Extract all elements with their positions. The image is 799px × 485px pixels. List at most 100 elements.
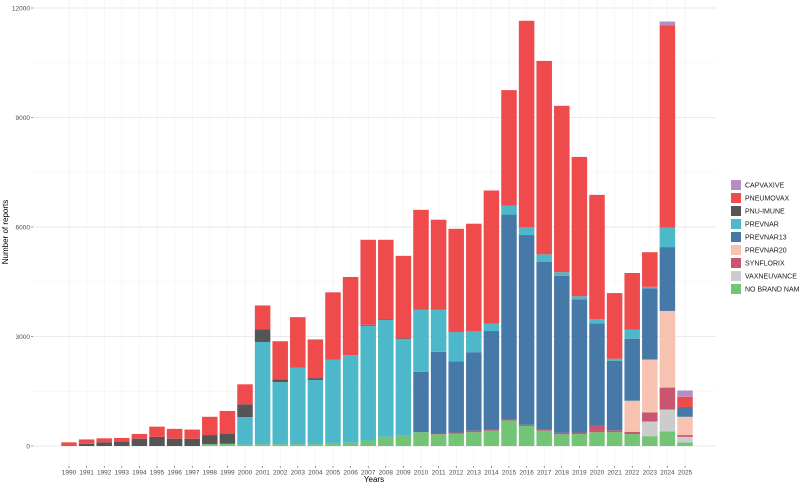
bar-segment-pneumovax-2021: [606, 293, 623, 359]
bar-segment-prevnar-2015: [501, 205, 517, 215]
bar-segment-prevnar13-2025: [677, 406, 693, 417]
bar-segment-pneumovax-1991: [78, 439, 95, 444]
x-tick-label: 2001: [255, 470, 270, 477]
bar-segment-synflorix-2018: [554, 432, 570, 435]
bar-segment-capvaxive-2025: [677, 390, 693, 397]
bar-segment-pnu-imune-2001: [254, 329, 271, 342]
bar-segment-prevnar20-2022: [624, 400, 640, 432]
x-tick-label: 2008: [379, 470, 394, 477]
bar-segment-pnu-imune-2009: [395, 338, 412, 340]
bar-segment-pneumovax-2010: [413, 209, 429, 310]
bar-segment-no-brand-name-2015: [501, 420, 517, 446]
y-axis-title: Number of reports: [1, 200, 10, 264]
legend-swatch-prevnar20: [731, 245, 741, 255]
bar-segment-vaxneuvance-2023: [642, 421, 658, 437]
bar-segment-pnu-imune-1999: [219, 433, 236, 444]
x-tick-label: 1992: [97, 470, 112, 477]
bar-segment-prevnar-2000: [237, 417, 253, 445]
x-tick-label: 2006: [343, 470, 358, 477]
bar-segment-no-brand-name-2012: [448, 433, 464, 446]
bar-segment-pneumovax-1996: [166, 428, 183, 439]
legend-label-capvaxive: CAPVAXIVE: [745, 183, 784, 190]
x-tick-label: 2015: [502, 470, 517, 477]
bar-segment-no-brand-name-2023: [642, 436, 658, 446]
bar-segment-pnu-imune-1998: [202, 435, 218, 445]
bar-segment-pneumovax-2001: [254, 305, 271, 330]
bar-segment-synflorix-2013: [466, 430, 482, 433]
bar-segment-prevnar-2005: [325, 359, 341, 444]
bar-segment-pneumovax-2013: [466, 223, 482, 332]
x-tick-label: 1999: [220, 470, 235, 477]
x-axis-title: Years: [364, 475, 384, 484]
bar-segment-no-brand-name-1999: [219, 443, 236, 446]
bar-segment-synflorix-2021: [606, 430, 623, 433]
x-tick-label: 2023: [643, 470, 658, 477]
bar-segment-no-brand-name-2017: [536, 430, 552, 446]
bar-segment-prevnar-2016: [518, 227, 535, 236]
bar-segment-pnu-imune-2008: [378, 319, 394, 321]
x-tick-label: 2011: [432, 470, 446, 477]
bar-segment-pnu-imune-2002: [272, 379, 288, 383]
bar-segment-synflorix-2019: [571, 432, 588, 434]
bar-segment-prevnar-2021: [606, 358, 623, 361]
bar-segment-prevnar-2004: [307, 379, 324, 445]
bar-segment-pneumovax-2004: [307, 339, 324, 379]
bar-segment-no-brand-name-2025: [677, 442, 693, 446]
bar-segment-prevnar13-2022: [624, 338, 640, 401]
bar-segment-prevnar13-2019: [571, 299, 588, 433]
bar-segment-prevnar-2017: [536, 254, 552, 262]
bar-segment-pnu-imune-1992: [96, 442, 112, 446]
bar-segment-synflorix-2024: [659, 387, 676, 410]
bar-segment-pnu-imune-1993: [114, 441, 130, 446]
x-tick-label: 1994: [132, 470, 147, 477]
bar-segment-pnu-imune-1996: [166, 438, 183, 446]
bar-segment-no-brand-name-2009: [395, 435, 412, 446]
bar-segment-pneumovax-2015: [501, 90, 517, 206]
bar-segment-capvaxive-2024: [659, 21, 676, 26]
bar-segment-prevnar-2018: [554, 272, 570, 276]
bar-segment-no-brand-name-2011: [430, 434, 447, 446]
x-tick-label: 2004: [308, 470, 323, 477]
x-tick-label: 2007: [361, 470, 376, 477]
x-tick-label: 2025: [678, 470, 693, 477]
bar-segment-no-brand-name-2005: [325, 443, 341, 446]
legend-label-no-brand-name: NO BRAND NAME: [745, 287, 799, 294]
legend-label-prevnar: PREVNAR: [745, 222, 779, 229]
bar-segment-pneumovax-2002: [272, 341, 288, 380]
x-tick-label: 1991: [79, 470, 94, 477]
x-tick-label: 1995: [150, 470, 165, 477]
bar-segment-pnu-imune-1995: [149, 436, 165, 446]
bar-segment-pneumovax-2023: [642, 252, 658, 287]
x-tick-label: 2024: [660, 470, 675, 477]
bar-segment-no-brand-name-2016: [518, 425, 535, 446]
bar-segment-prevnar13-2010: [413, 371, 429, 433]
bar-segment-no-brand-name-2013: [466, 432, 482, 446]
bar-segment-synflorix-2025: [677, 435, 693, 437]
legend-label-pneumovax: PNEUMOVAX: [745, 196, 790, 203]
y-tick-label: 0: [26, 443, 30, 450]
bar-segment-prevnar-2001: [254, 341, 271, 445]
bar-segment-pneumovax-2003: [290, 317, 306, 368]
bar-segment-prevnar-2020: [589, 318, 605, 324]
bar-segment-prevnar-2007: [360, 325, 376, 441]
bar-segment-synflorix-2023: [642, 412, 658, 422]
bar-segment-prevnar13-2021: [606, 360, 623, 431]
x-tick-label: 1997: [185, 470, 200, 477]
x-tick-label: 2000: [238, 470, 253, 477]
x-tick-label: 2013: [467, 470, 482, 477]
x-tick-label: 2021: [607, 470, 622, 477]
legend-swatch-capvaxive: [731, 180, 741, 190]
bar-segment-no-brand-name-2019: [571, 433, 588, 446]
legend-label-synflorix: SYNFLORIX: [745, 261, 785, 268]
bar-segment-no-brand-name-2002: [272, 444, 288, 446]
bar-segment-no-brand-name-2010: [413, 432, 429, 446]
bar-segment-prevnar-2014: [483, 323, 500, 332]
bar-segment-pneumovax-2020: [589, 194, 605, 319]
bar-segment-pnu-imune-1991: [78, 443, 95, 446]
bar-segment-pneumovax-2022: [624, 272, 640, 330]
bar-segment-prevnar13-2011: [430, 351, 447, 434]
bar-segment-prevnar13-2016: [518, 235, 535, 425]
bar-segment-synflorix-2022: [624, 431, 640, 434]
legend-label-vaxneuvance: VAXNEUVANCE: [745, 274, 797, 281]
bar-segment-prevnar-2024: [659, 227, 676, 248]
